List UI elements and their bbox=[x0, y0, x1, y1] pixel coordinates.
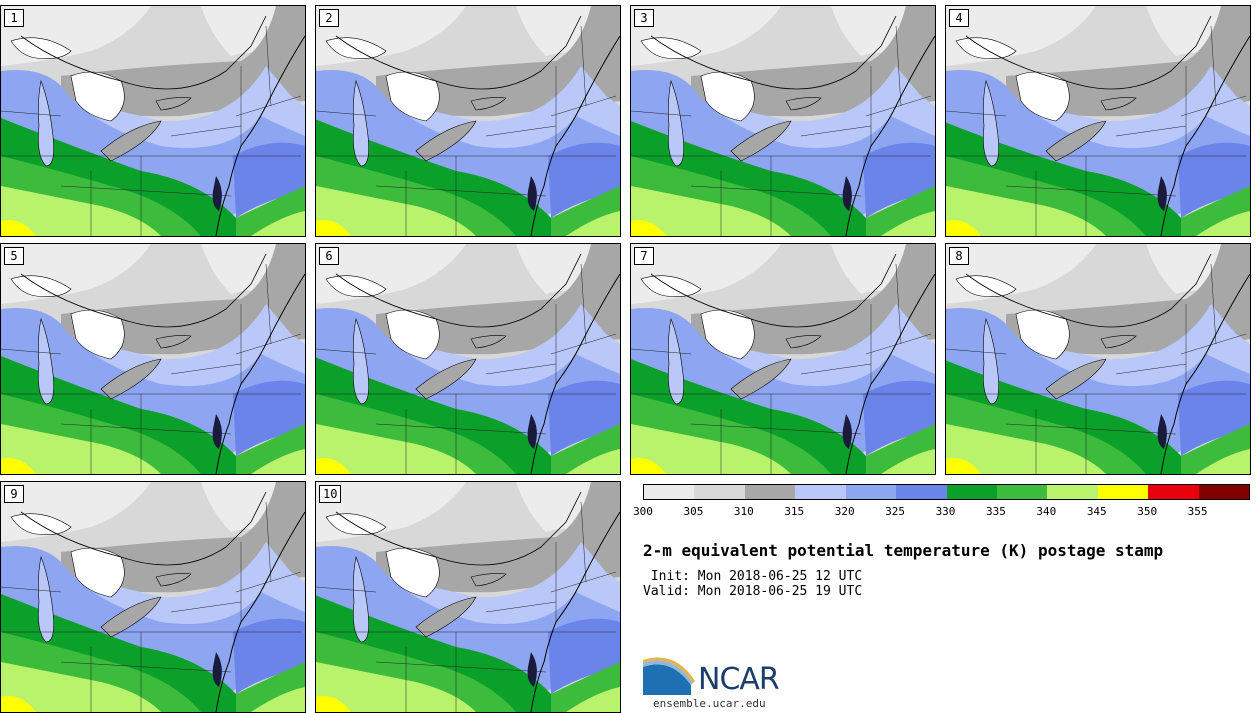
equivalent-potential-temperature-map bbox=[631, 244, 935, 474]
colorbar-tick-label: 310 bbox=[733, 505, 754, 518]
figure-title: 2-m equivalent potential temperature (K)… bbox=[643, 541, 1164, 560]
colorbar-swatch bbox=[896, 485, 947, 499]
equivalent-potential-temperature-map bbox=[316, 6, 620, 236]
member-panel-10: 10 bbox=[315, 481, 621, 713]
member-label: 6 bbox=[319, 247, 339, 265]
colorbar-swatch bbox=[744, 485, 796, 499]
colorbar-tick-label: 325 bbox=[885, 505, 906, 518]
colorbar-tick-label: 305 bbox=[683, 505, 704, 518]
member-label: 9 bbox=[4, 485, 24, 503]
member-label: 10 bbox=[319, 485, 342, 503]
colorbar bbox=[643, 484, 1250, 500]
member-label: 7 bbox=[634, 247, 654, 265]
colorbar-swatch bbox=[795, 485, 846, 499]
colorbar-tick-label: 330 bbox=[935, 505, 956, 518]
member-panel-8: 8 bbox=[945, 243, 1251, 475]
member-label: 8 bbox=[949, 247, 969, 265]
member-panel-3: 3 bbox=[630, 5, 936, 237]
colorbar-swatch bbox=[1097, 485, 1149, 499]
equivalent-potential-temperature-map bbox=[946, 6, 1250, 236]
member-panel-7: 7 bbox=[630, 243, 936, 475]
colorbar-swatch bbox=[1198, 485, 1250, 499]
colorbar-tick-label: 300 bbox=[633, 505, 653, 518]
member-panel-2: 2 bbox=[315, 5, 621, 237]
equivalent-potential-temperature-map bbox=[1, 244, 305, 474]
colorbar-swatch bbox=[1148, 485, 1199, 499]
colorbar-swatch bbox=[845, 485, 897, 499]
colorbar-tick-label: 315 bbox=[784, 505, 805, 518]
member-panel-5: 5 bbox=[0, 243, 306, 475]
colorbar-swatch bbox=[1047, 485, 1098, 499]
equivalent-potential-temperature-map bbox=[1, 482, 305, 712]
valid-time: Valid: Mon 2018-06-25 19 UTC bbox=[643, 584, 863, 599]
member-panel-9: 9 bbox=[0, 481, 306, 713]
member-panel-1: 1 bbox=[0, 5, 306, 237]
member-label: 4 bbox=[949, 9, 969, 27]
colorbar-swatch bbox=[694, 485, 745, 499]
equivalent-potential-temperature-map bbox=[316, 244, 620, 474]
colorbar-ticks: 300 305 310 315 320 325 330 335 340 345 350 355 bbox=[633, 505, 1248, 519]
colorbar-swatch bbox=[946, 485, 997, 499]
ncar-logo-text: NCAR bbox=[698, 662, 780, 697]
equivalent-potential-temperature-map bbox=[316, 482, 620, 712]
colorbar-tick-label: 345 bbox=[1086, 505, 1107, 518]
equivalent-potential-temperature-map bbox=[1, 6, 305, 236]
member-label: 1 bbox=[4, 9, 24, 27]
colorbar-tick-label: 320 bbox=[834, 505, 855, 518]
member-label: 2 bbox=[319, 9, 339, 27]
equivalent-potential-temperature-map bbox=[631, 6, 935, 236]
member-label: 3 bbox=[634, 9, 654, 27]
colorbar-swatch bbox=[644, 485, 695, 499]
member-label: 5 bbox=[4, 247, 24, 265]
member-panel-4: 4 bbox=[945, 5, 1251, 237]
colorbar-tick-label: 340 bbox=[1036, 505, 1057, 518]
member-panel-6: 6 bbox=[315, 243, 621, 475]
colorbar-tick-label: 350 bbox=[1137, 505, 1158, 518]
source-url: ensemble.ucar.edu bbox=[653, 697, 766, 710]
colorbar-tick-label: 355 bbox=[1187, 505, 1208, 518]
colorbar-swatch bbox=[996, 485, 1048, 499]
init-time: Init: Mon 2018-06-25 12 UTC bbox=[643, 569, 863, 584]
equivalent-potential-temperature-map bbox=[946, 244, 1250, 474]
colorbar-tick-label: 335 bbox=[985, 505, 1006, 518]
ncar-logo-icon bbox=[643, 657, 695, 695]
